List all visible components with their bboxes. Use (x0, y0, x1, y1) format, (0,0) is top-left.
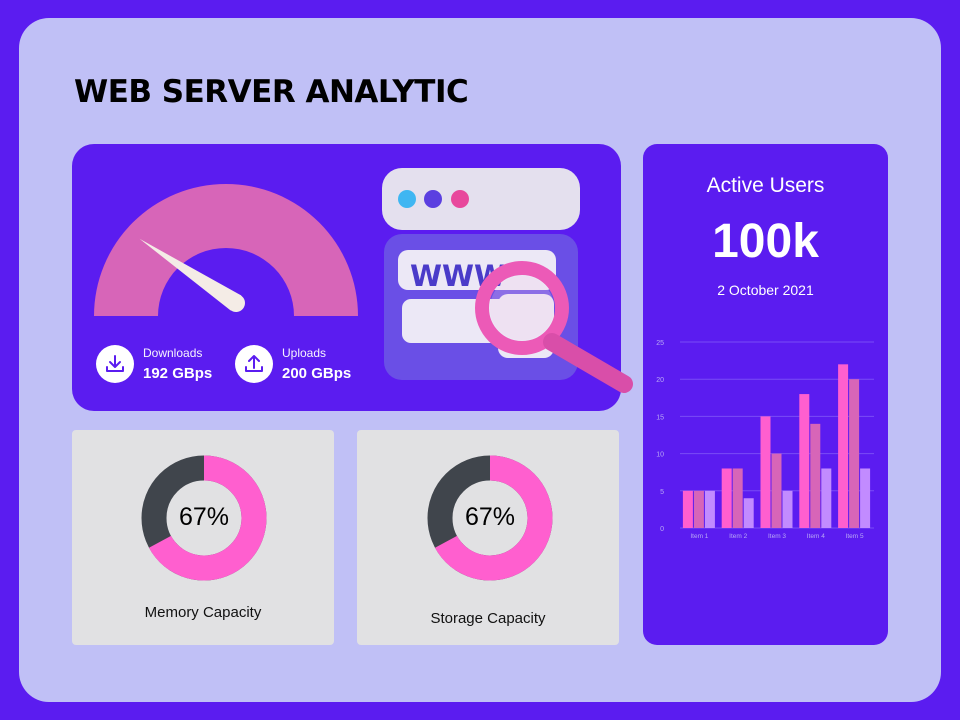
bar (760, 416, 771, 528)
upload-icon (235, 345, 273, 383)
storage-percent: 67% (464, 503, 516, 531)
bar (821, 468, 832, 528)
x-tick-label: Item 2 (729, 533, 747, 540)
y-tick-label: 20 (656, 377, 664, 384)
y-tick-label: 0 (660, 526, 664, 533)
donut-fill (427, 455, 553, 581)
gauge-needle-icon (139, 238, 245, 312)
bar (860, 468, 871, 528)
bar (838, 364, 849, 528)
bar (743, 498, 754, 528)
bar (799, 394, 810, 528)
downloads-value: 192 GBps (143, 365, 213, 382)
memory-label: Memory Capacity (144, 604, 262, 621)
active-users-date: 2 October 2021 (717, 282, 814, 298)
active-users-label: Active Users (706, 174, 825, 197)
downloads-stat: Downloads 192 GBps (96, 345, 212, 383)
memory-percent: 67% (178, 503, 230, 531)
y-tick-label: 10 (656, 452, 664, 459)
web-browser-illustration: WWW (382, 168, 633, 393)
y-tick-label: 15 (656, 414, 664, 421)
active-users-chart: 0 5 10 15 20 25 Item 1 Item 2 Item 3 Item 4 Item 5 (656, 340, 874, 540)
y-tick-label: 25 (656, 340, 664, 347)
storage-donut (427, 455, 553, 581)
donut-fill (141, 455, 267, 581)
bar (721, 468, 732, 528)
x-tick-label: Item 5 (846, 533, 864, 540)
bar (682, 490, 693, 528)
bar (732, 468, 743, 528)
x-tick-label: Item 1 (690, 533, 708, 540)
uploads-label: Uploads (282, 346, 327, 360)
bar (810, 423, 821, 528)
magnifier-icon (475, 261, 633, 393)
uploads-stat: Uploads 200 GBps (235, 345, 351, 383)
download-icon (96, 345, 134, 383)
bar (849, 379, 860, 528)
active-users-value: 100k (712, 215, 819, 268)
x-tick-label: Item 3 (768, 533, 786, 540)
bar (771, 453, 782, 528)
x-tick-label: Item 4 (807, 533, 825, 540)
bar (704, 490, 715, 528)
gauge-arc (94, 184, 358, 316)
downloads-label: Downloads (143, 346, 203, 360)
y-tick-label: 5 (660, 489, 664, 496)
memory-donut (141, 455, 267, 581)
speed-gauge (94, 184, 358, 316)
bar (693, 490, 704, 528)
page-title: WEB SERVER ANALYTIC (74, 74, 469, 110)
bar (782, 490, 793, 528)
uploads-value: 200 GBps (282, 365, 352, 382)
storage-label: Storage Capacity (430, 610, 546, 627)
